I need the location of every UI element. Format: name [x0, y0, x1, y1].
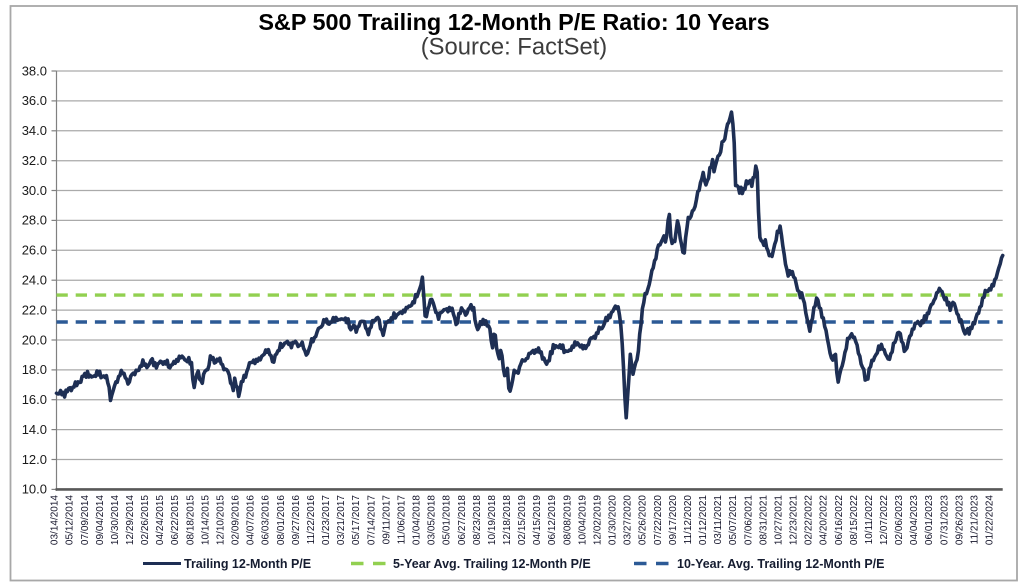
- svg-text:18.0: 18.0: [22, 362, 47, 377]
- svg-text:10.0: 10.0: [22, 482, 47, 497]
- svg-text:22.0: 22.0: [22, 302, 47, 317]
- svg-text:38.0: 38.0: [22, 63, 47, 78]
- svg-text:12.0: 12.0: [22, 452, 47, 467]
- svg-text:05/01/2018: 05/01/2018: [442, 495, 453, 545]
- svg-text:05/26/2020: 05/26/2020: [638, 495, 649, 545]
- svg-text:09/04/2014: 09/04/2014: [95, 495, 106, 545]
- svg-text:09/27/2016: 09/27/2016: [291, 495, 302, 545]
- svg-text:11/22/2016: 11/22/2016: [306, 495, 317, 545]
- svg-text:06/12/2019: 06/12/2019: [547, 495, 558, 545]
- svg-text:02/09/2016: 02/09/2016: [231, 495, 242, 545]
- svg-text:07/09/2014: 07/09/2014: [80, 495, 91, 545]
- svg-text:01/12/2021: 01/12/2021: [698, 495, 709, 545]
- svg-text:12/23/2021: 12/23/2021: [789, 495, 800, 545]
- svg-text:07/14/2017: 07/14/2017: [366, 495, 377, 545]
- svg-text:26.0: 26.0: [22, 243, 47, 258]
- svg-text:02/15/2019: 02/15/2019: [517, 495, 528, 545]
- svg-text:06/27/2018: 06/27/2018: [457, 495, 468, 545]
- svg-text:01/22/2024: 01/22/2024: [985, 495, 996, 545]
- svg-text:04/15/2019: 04/15/2019: [532, 495, 543, 545]
- svg-text:(Source: FactSet): (Source: FactSet): [421, 34, 607, 61]
- svg-text:08/08/2019: 08/08/2019: [562, 495, 573, 545]
- svg-text:06/22/2015: 06/22/2015: [170, 495, 181, 545]
- svg-text:05/17/2017: 05/17/2017: [351, 495, 362, 545]
- svg-text:09/17/2020: 09/17/2020: [668, 495, 679, 545]
- svg-text:36.0: 36.0: [22, 93, 47, 108]
- svg-text:01/30/2020: 01/30/2020: [608, 495, 619, 545]
- svg-text:04/07/2016: 04/07/2016: [246, 495, 257, 545]
- svg-text:07/22/2020: 07/22/2020: [653, 495, 664, 545]
- svg-text:S&P 500 Trailing 12-Month P/E: S&P 500 Trailing 12-Month P/E Ratio: 10 …: [258, 9, 769, 35]
- svg-text:07/06/2021: 07/06/2021: [743, 495, 754, 545]
- svg-text:04/24/2015: 04/24/2015: [155, 495, 166, 545]
- svg-text:04/20/2022: 04/20/2022: [819, 495, 830, 545]
- svg-text:10/30/2014: 10/30/2014: [110, 495, 121, 545]
- svg-text:10-Year. Avg. Trailing 12-Mont: 10-Year. Avg. Trailing 12-Month P/E: [677, 557, 884, 571]
- svg-text:01/04/2018: 01/04/2018: [412, 495, 423, 545]
- svg-text:20.0: 20.0: [22, 332, 47, 347]
- svg-text:12/29/2014: 12/29/2014: [125, 495, 136, 545]
- svg-text:03/27/2020: 03/27/2020: [623, 495, 634, 545]
- svg-text:05/07/2021: 05/07/2021: [728, 495, 739, 545]
- svg-text:03/21/2017: 03/21/2017: [336, 495, 347, 545]
- svg-text:5-Year Avg. Trailing 12-Month: 5-Year Avg. Trailing 12-Month P/E: [393, 557, 591, 571]
- svg-text:03/05/2018: 03/05/2018: [427, 495, 438, 545]
- svg-text:02/06/2023: 02/06/2023: [894, 495, 905, 545]
- svg-text:06/01/2023: 06/01/2023: [924, 495, 935, 545]
- svg-text:16.0: 16.0: [22, 392, 47, 407]
- svg-text:10/11/2022: 10/11/2022: [864, 495, 875, 545]
- svg-text:08/01/2016: 08/01/2016: [276, 495, 287, 545]
- svg-text:11/06/2017: 11/06/2017: [396, 495, 407, 545]
- svg-text:28.0: 28.0: [22, 213, 47, 228]
- svg-text:10/14/2015: 10/14/2015: [200, 495, 211, 545]
- svg-text:11/21/2023: 11/21/2023: [970, 495, 981, 545]
- svg-text:02/22/2022: 02/22/2022: [804, 495, 815, 545]
- svg-text:10/27/2021: 10/27/2021: [773, 495, 784, 545]
- svg-text:12/18/2018: 12/18/2018: [502, 495, 513, 545]
- svg-text:10/04/2019: 10/04/2019: [577, 495, 588, 545]
- svg-text:08/18/2015: 08/18/2015: [185, 495, 196, 545]
- svg-text:10/19/2018: 10/19/2018: [487, 495, 498, 545]
- svg-text:11/12/2020: 11/12/2020: [683, 495, 694, 545]
- svg-text:Trailing 12-Month P/E: Trailing 12-Month P/E: [184, 557, 311, 571]
- svg-text:02/26/2015: 02/26/2015: [140, 495, 151, 545]
- svg-text:09/26/2023: 09/26/2023: [954, 495, 965, 545]
- svg-text:12/02/2019: 12/02/2019: [593, 495, 604, 545]
- svg-text:08/23/2018: 08/23/2018: [472, 495, 483, 545]
- svg-text:03/11/2021: 03/11/2021: [713, 495, 724, 545]
- svg-text:24.0: 24.0: [22, 273, 47, 288]
- svg-text:34.0: 34.0: [22, 123, 47, 138]
- svg-text:09/11/2017: 09/11/2017: [381, 495, 392, 545]
- svg-text:08/15/2022: 08/15/2022: [849, 495, 860, 545]
- svg-text:12/10/2015: 12/10/2015: [216, 495, 227, 545]
- svg-text:06/16/2022: 06/16/2022: [834, 495, 845, 545]
- svg-text:05/12/2014: 05/12/2014: [65, 495, 76, 545]
- svg-text:01/23/2017: 01/23/2017: [321, 495, 332, 545]
- svg-text:12/07/2022: 12/07/2022: [879, 495, 890, 545]
- svg-text:08/31/2021: 08/31/2021: [758, 495, 769, 545]
- svg-text:04/04/2023: 04/04/2023: [909, 495, 920, 545]
- svg-text:14.0: 14.0: [22, 422, 47, 437]
- svg-text:30.0: 30.0: [22, 183, 47, 198]
- svg-text:07/31/2023: 07/31/2023: [939, 495, 950, 545]
- svg-text:03/14/2014: 03/14/2014: [50, 495, 61, 545]
- svg-text:32.0: 32.0: [22, 153, 47, 168]
- svg-text:06/03/2016: 06/03/2016: [261, 495, 272, 545]
